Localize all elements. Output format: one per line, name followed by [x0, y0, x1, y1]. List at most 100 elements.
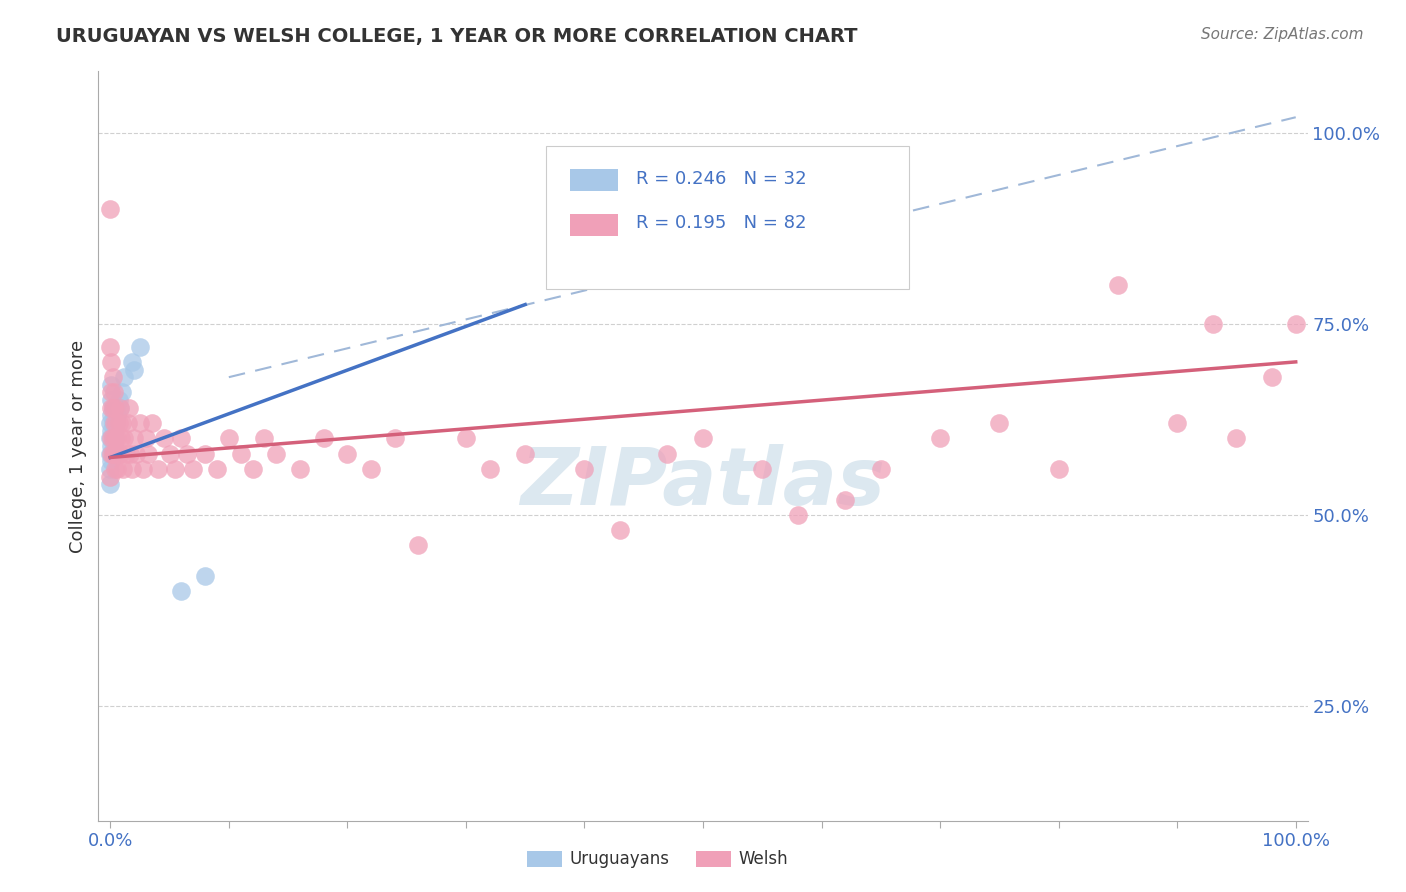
Point: [146, 462, 169, 476]
Text: Uruguayans: Uruguayans: [569, 850, 669, 868]
Point: [657, 447, 679, 461]
Point: [194, 447, 217, 461]
Point: [98, 469, 121, 483]
Point: [107, 416, 129, 430]
Point: [574, 462, 596, 476]
Point: [312, 431, 335, 445]
Text: ZIPatlas: ZIPatlas: [520, 444, 886, 523]
Point: [100, 454, 122, 468]
Point: [125, 447, 148, 461]
Point: [170, 584, 193, 599]
Point: [107, 393, 129, 408]
Point: [129, 416, 152, 430]
Point: [360, 462, 382, 476]
Point: [1285, 317, 1308, 331]
Point: [111, 416, 134, 430]
Point: [101, 370, 124, 384]
Point: [103, 385, 125, 400]
Point: [105, 409, 128, 423]
Point: [1225, 431, 1247, 445]
Point: [181, 462, 204, 476]
Point: [105, 462, 128, 476]
Point: [112, 462, 135, 476]
Point: [786, 508, 808, 522]
Point: [103, 424, 125, 438]
Point: [120, 447, 142, 461]
Point: [229, 447, 252, 461]
Bar: [569, 214, 619, 236]
Point: [1047, 462, 1070, 476]
Point: [105, 416, 128, 430]
Point: [98, 340, 121, 354]
Point: [159, 447, 181, 461]
Point: [114, 370, 136, 384]
Point: [105, 447, 128, 461]
Point: [869, 462, 891, 476]
Point: [108, 447, 131, 461]
Point: [110, 431, 132, 445]
Point: [98, 416, 121, 430]
FancyBboxPatch shape: [546, 146, 908, 289]
Point: [264, 447, 287, 461]
Point: [121, 355, 143, 369]
Point: [122, 362, 145, 376]
Point: [122, 431, 145, 445]
Point: [176, 447, 198, 461]
Point: [129, 340, 152, 354]
Point: [1202, 317, 1225, 331]
Point: [408, 538, 430, 552]
Point: [100, 385, 122, 400]
Point: [100, 355, 122, 369]
Point: [107, 447, 129, 461]
Point: [100, 439, 122, 453]
Point: [101, 447, 124, 461]
Point: [104, 416, 127, 430]
Point: [100, 377, 122, 392]
Point: [478, 462, 501, 476]
Point: [384, 431, 406, 445]
Point: [515, 447, 537, 461]
Bar: [569, 169, 619, 191]
Text: Source: ZipAtlas.com: Source: ZipAtlas.com: [1201, 27, 1364, 42]
Point: [242, 462, 264, 476]
Point: [336, 447, 359, 461]
Point: [165, 462, 187, 476]
Point: [103, 439, 125, 453]
Point: [108, 401, 131, 415]
Point: [135, 431, 157, 445]
Point: [101, 401, 124, 415]
Point: [104, 431, 127, 445]
Point: [132, 462, 155, 476]
Point: [170, 431, 193, 445]
Point: [1261, 370, 1284, 384]
Point: [121, 462, 143, 476]
Text: URUGUAYAN VS WELSH COLLEGE, 1 YEAR OR MORE CORRELATION CHART: URUGUAYAN VS WELSH COLLEGE, 1 YEAR OR MO…: [56, 27, 858, 45]
Point: [98, 447, 121, 461]
Point: [108, 401, 131, 415]
Point: [101, 431, 124, 445]
Point: [136, 447, 159, 461]
Point: [194, 569, 217, 583]
Point: [104, 462, 127, 476]
Point: [751, 462, 773, 476]
Point: [988, 416, 1011, 430]
Point: [100, 447, 122, 461]
Point: [101, 431, 124, 445]
Point: [100, 409, 122, 423]
Point: [100, 424, 122, 438]
Point: [114, 447, 136, 461]
Point: [98, 462, 121, 476]
Point: [98, 431, 121, 445]
Point: [141, 416, 163, 430]
Point: [1166, 416, 1188, 430]
Point: [609, 523, 631, 537]
Point: [104, 431, 127, 445]
Text: R = 0.195   N = 82: R = 0.195 N = 82: [637, 214, 807, 233]
Point: [454, 431, 477, 445]
Point: [253, 431, 276, 445]
Point: [105, 416, 128, 430]
Point: [1107, 278, 1129, 293]
Text: R = 0.246   N = 32: R = 0.246 N = 32: [637, 170, 807, 188]
Point: [105, 401, 128, 415]
Point: [205, 462, 228, 476]
